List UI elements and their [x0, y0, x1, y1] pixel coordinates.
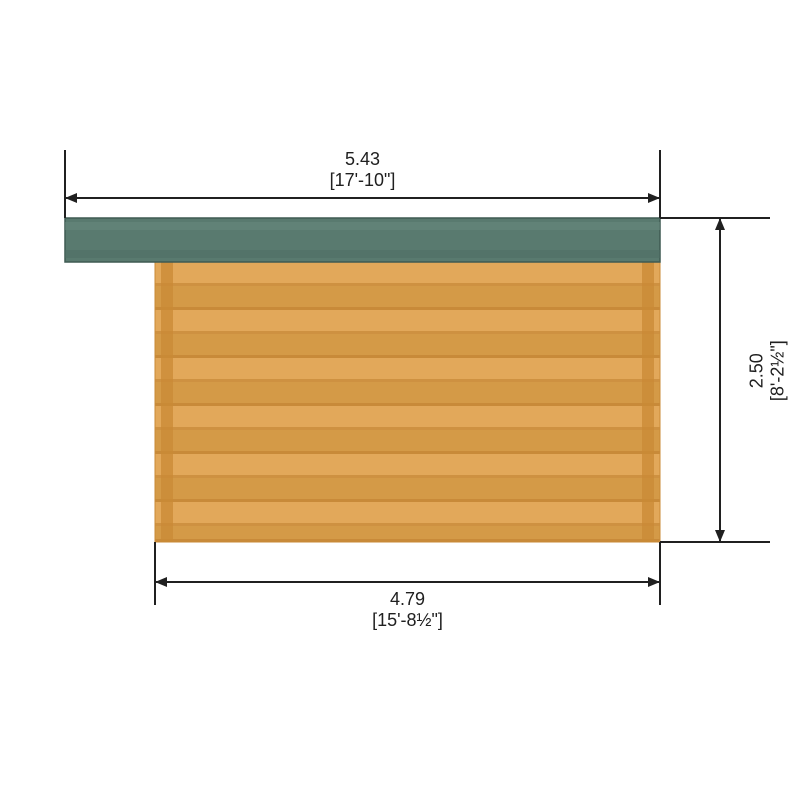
dim-top-imperial: [17'-10"]: [330, 170, 396, 191]
dim-bot-metric: 4.79: [372, 589, 443, 610]
dim-label-top: 5.43 [17'-10"]: [330, 149, 396, 190]
dim-label-bottom: 4.79 [15'-8½"]: [372, 589, 443, 630]
dim-bot-imperial: [15'-8½"]: [372, 610, 443, 631]
dim-top-metric: 5.43: [330, 149, 396, 170]
dim-right-imperial: [8'-2½"]: [768, 340, 789, 401]
elevation-drawing: [0, 0, 800, 800]
dim-label-right: 2.50 [8'-2½"]: [747, 340, 788, 401]
dim-right-metric: 2.50: [747, 340, 768, 401]
